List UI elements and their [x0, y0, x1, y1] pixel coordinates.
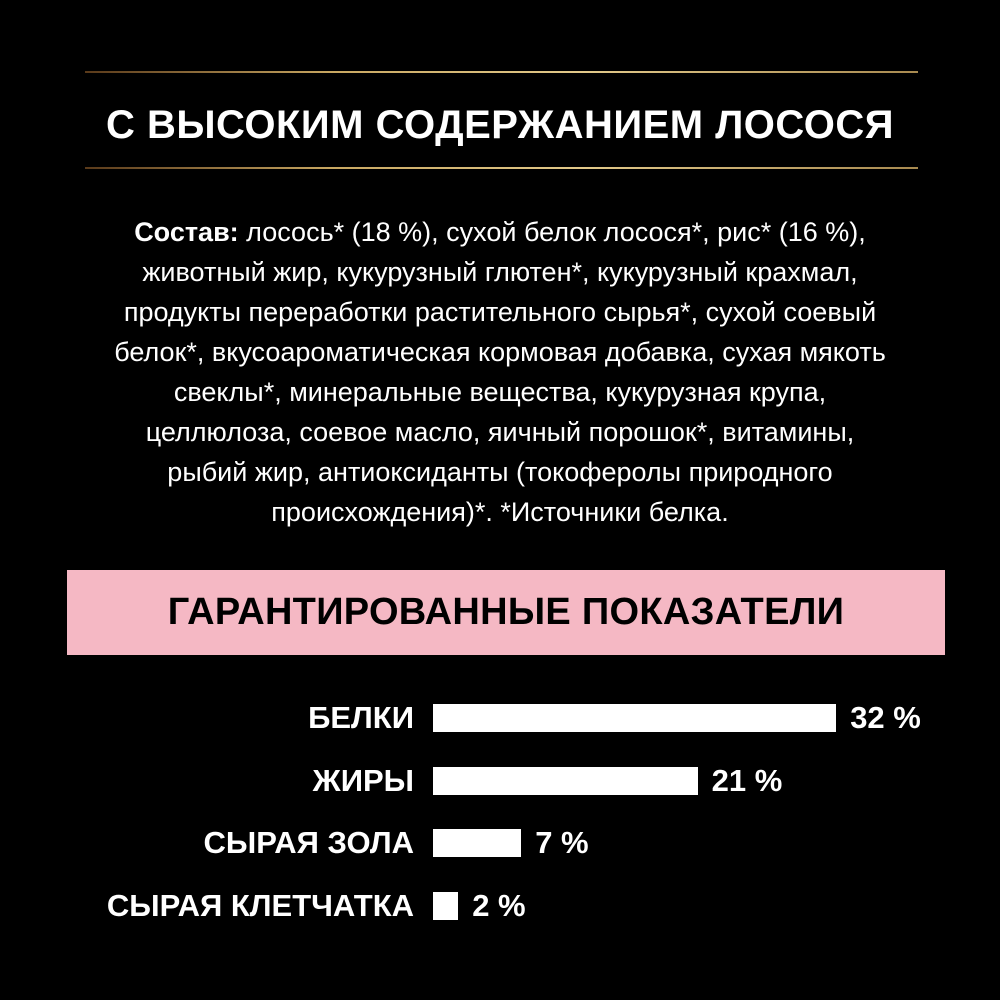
composition-line: животный жир, кукурузный глютен*, кукуру…: [142, 257, 858, 287]
nutrient-label: ЖИРЫ: [312, 763, 414, 798]
composition-text: Состав: лосось* (18 %), сухой белок лосо…: [0, 212, 1000, 532]
nutrient-value: 32 %: [850, 700, 921, 735]
nutrient-row: СЫРАЯ ЗОЛА 7 %: [0, 823, 1000, 863]
guaranteed-heading: ГАРАНТИРОВАННЫЕ ПОКАЗАТЕЛИ: [167, 591, 845, 633]
nutrient-value: 7 %: [535, 825, 589, 860]
bottom-gold-divider: [85, 167, 918, 169]
nutrient-label: БЕЛКИ: [308, 700, 414, 735]
composition-line: происхождения)*. *Источники белка.: [271, 497, 729, 527]
nutrient-value: 21 %: [711, 763, 783, 798]
nutrient-row: БЕЛКИ 32 %: [0, 698, 1000, 738]
composition-line: рыбий жир, антиоксиданты (токоферолы при…: [167, 457, 833, 487]
nutrient-value: 2 %: [472, 888, 526, 923]
nutrient-row: ЖИРЫ 21 %: [0, 761, 1000, 801]
nutrient-label: СЫРАЯ ЗОЛА: [203, 825, 414, 860]
composition-line: лосось* (18 %), сухой белок лосося*, рис…: [238, 217, 866, 247]
nutrient-label: СЫРАЯ КЛЕТЧАТКА: [106, 888, 414, 923]
nutrient-row: СЫРАЯ КЛЕТЧАТКА 2 %: [0, 886, 1000, 926]
composition-label: Состав:: [134, 217, 239, 247]
page-title: С ВЫСОКИМ СОДЕРЖАНИЕМ ЛОСОСЯ: [105, 103, 895, 147]
composition-line: свеклы*, минеральные вещества, кукурузна…: [173, 377, 827, 407]
composition-line: целлюлоза, соевое масло, яичный порошок*…: [145, 417, 855, 447]
guaranteed-heading-banner: ГАРАНТИРОВАННЫЕ ПОКАЗАТЕЛИ: [67, 570, 945, 655]
nutrient-bar: [433, 767, 698, 795]
nutrient-bar: [433, 704, 837, 732]
top-gold-divider: [85, 71, 918, 73]
composition-line: продукты переработки растительного сырья…: [123, 297, 877, 327]
nutrient-bar: [433, 892, 459, 920]
composition-line: белок*, вкусоароматическая кормовая доба…: [114, 337, 886, 367]
nutrient-bar: [433, 829, 522, 857]
